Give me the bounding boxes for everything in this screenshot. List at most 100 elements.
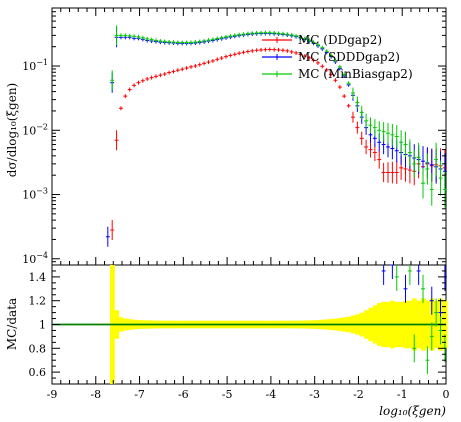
data-point bbox=[263, 30, 268, 35]
data-point bbox=[250, 31, 255, 36]
data-point bbox=[154, 74, 158, 79]
data-point bbox=[149, 75, 154, 80]
data-point bbox=[386, 162, 390, 183]
data-point bbox=[425, 153, 430, 185]
data-point bbox=[123, 94, 128, 99]
data-point bbox=[149, 37, 154, 42]
legend: MC (DDgap2) MC (SDDDgap2) MC (MinBiasgap2) bbox=[262, 33, 413, 81]
data-point bbox=[162, 72, 167, 77]
data-point bbox=[197, 39, 202, 44]
data-point bbox=[324, 49, 329, 54]
data-point bbox=[333, 58, 338, 63]
data-point bbox=[250, 48, 255, 53]
x-tick-label: -1 bbox=[397, 388, 408, 401]
ratio-point bbox=[403, 274, 408, 303]
data-point bbox=[307, 38, 312, 43]
data-point bbox=[202, 38, 207, 43]
data-point bbox=[154, 38, 158, 43]
data-point bbox=[228, 53, 233, 58]
data-point bbox=[140, 35, 145, 40]
data-point bbox=[351, 111, 355, 123]
data-point bbox=[180, 40, 185, 45]
data-point bbox=[390, 123, 395, 146]
data-point bbox=[381, 122, 386, 142]
data-point bbox=[215, 57, 220, 62]
ratio-point bbox=[421, 274, 425, 303]
data-point bbox=[210, 58, 215, 63]
data-point bbox=[438, 160, 443, 196]
data-point bbox=[351, 87, 355, 99]
ratio-y-tick-label: 1.2 bbox=[29, 295, 47, 308]
data-point bbox=[280, 31, 285, 36]
data-point bbox=[329, 53, 334, 58]
data-point bbox=[189, 64, 193, 69]
data-point bbox=[359, 131, 364, 145]
data-point bbox=[289, 49, 294, 54]
data-point bbox=[372, 119, 377, 137]
data-point bbox=[136, 80, 141, 85]
data-point bbox=[140, 78, 145, 83]
data-point bbox=[158, 39, 163, 44]
data-point bbox=[105, 226, 110, 247]
data-point bbox=[386, 122, 390, 144]
y-tick-label: 10−3 bbox=[22, 187, 48, 202]
data-point bbox=[245, 31, 250, 36]
data-point bbox=[416, 142, 421, 172]
data-point bbox=[171, 69, 176, 74]
data-point bbox=[346, 81, 351, 86]
data-point bbox=[412, 150, 417, 178]
x-tick-label: -2 bbox=[353, 388, 364, 401]
ratio-point bbox=[390, 264, 395, 279]
data-point bbox=[364, 113, 369, 129]
data-point bbox=[289, 32, 294, 37]
ratio-point bbox=[381, 265, 386, 285]
data-point bbox=[123, 33, 128, 38]
data-point bbox=[320, 45, 325, 50]
data-point bbox=[189, 40, 193, 45]
x-tick-label: -4 bbox=[266, 388, 277, 401]
x-tick-label: 0 bbox=[443, 388, 450, 401]
ratio-y-tick-label: 1 bbox=[39, 319, 46, 332]
main-data-points bbox=[105, 25, 447, 247]
ratio-point bbox=[394, 265, 399, 291]
data-point bbox=[132, 34, 137, 39]
x-tick-label: -6 bbox=[178, 388, 189, 401]
data-point bbox=[110, 220, 115, 241]
legend-label: MC (SDDDgap2) bbox=[298, 50, 400, 64]
x-tick-label: -5 bbox=[222, 388, 233, 401]
data-point bbox=[210, 37, 215, 42]
data-point bbox=[429, 173, 434, 206]
data-point bbox=[298, 52, 303, 57]
data-point bbox=[368, 141, 373, 158]
y-tick-label: 10−2 bbox=[22, 122, 48, 137]
legend-entry: MC (MinBiasgap2) bbox=[262, 67, 413, 81]
data-point bbox=[315, 60, 320, 65]
data-point bbox=[184, 40, 189, 45]
data-point bbox=[329, 72, 334, 77]
data-point bbox=[346, 103, 351, 108]
data-point bbox=[298, 35, 303, 40]
main-plot-frame bbox=[51, 7, 447, 266]
data-point bbox=[193, 40, 198, 45]
data-point bbox=[442, 171, 447, 208]
data-point bbox=[342, 72, 347, 77]
data-point bbox=[311, 58, 316, 63]
data-point bbox=[158, 73, 163, 78]
data-point bbox=[127, 33, 132, 38]
data-point bbox=[197, 62, 202, 67]
data-point bbox=[175, 68, 180, 73]
data-point bbox=[285, 32, 290, 37]
data-point bbox=[180, 67, 185, 72]
data-point bbox=[337, 85, 342, 90]
data-point bbox=[241, 32, 246, 37]
data-point bbox=[175, 40, 180, 45]
data-point bbox=[320, 64, 325, 69]
data-point bbox=[215, 36, 220, 41]
data-point bbox=[224, 54, 228, 59]
data-point bbox=[219, 56, 224, 61]
legend-entry: MC (SDDDgap2) bbox=[262, 50, 400, 64]
data-point bbox=[241, 50, 246, 55]
data-point bbox=[377, 150, 382, 169]
ratio-y-tick-label: 0.6 bbox=[29, 366, 47, 379]
data-point bbox=[407, 139, 412, 166]
